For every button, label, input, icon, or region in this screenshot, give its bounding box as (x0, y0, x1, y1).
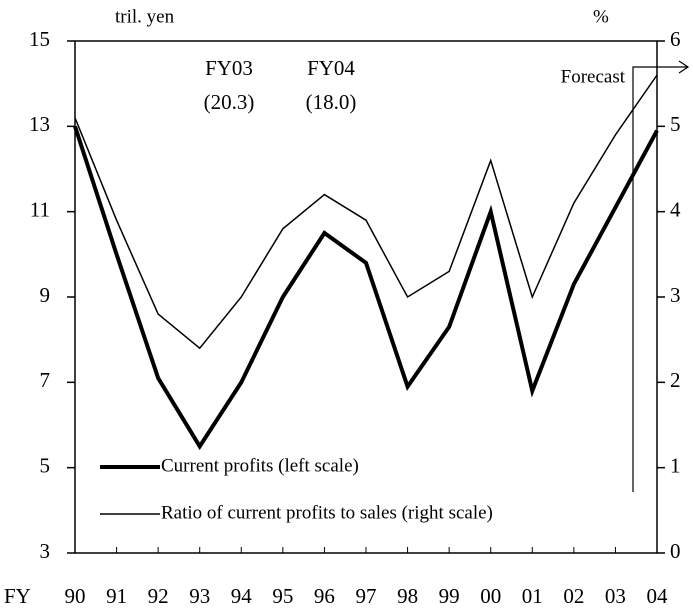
x-tick-label: 97 (356, 584, 377, 608)
y2-tick-label: 3 (670, 283, 681, 307)
x-axis-label: FY (4, 584, 31, 608)
y-tick-label: 9 (40, 283, 51, 307)
series-line (74, 74, 658, 350)
annotation: (18.0) (306, 90, 357, 114)
annotation: FY04 (307, 56, 355, 80)
x-tick-label: 91 (106, 584, 127, 608)
y-tick-label: 7 (40, 368, 51, 392)
forecast-label: Forecast (561, 66, 626, 87)
x-tick-label: 03 (605, 584, 626, 608)
y2-tick-label: 6 (670, 27, 681, 51)
forecast-arrow (632, 60, 690, 492)
y2-tick-label: 5 (670, 112, 681, 136)
y2-tick-label: 0 (670, 539, 681, 563)
x-tick-label: 98 (397, 584, 418, 608)
annotation: (20.3) (204, 90, 255, 114)
annotation: FY03 (205, 56, 253, 80)
legend-label: Current profits (left scale) (161, 455, 359, 476)
y-tick-label: 5 (40, 453, 51, 477)
legend-label: Ratio of current profits to sales (right… (161, 502, 493, 523)
x-tick-label: 90 (65, 584, 86, 608)
x-tick-label: 99 (439, 584, 460, 608)
x-tick-label: 96 (314, 584, 335, 608)
y-tick-label: 15 (29, 27, 50, 51)
x-tick-label: 04 (647, 584, 669, 608)
y2-axis-label: % (593, 6, 609, 27)
x-tick-label: 93 (189, 584, 210, 608)
y-tick-label: 11 (30, 197, 50, 221)
series-line (73, 125, 659, 451)
y-tick-label: 3 (40, 539, 51, 563)
x-tick-label: 02 (563, 584, 584, 608)
y2-tick-label: 1 (670, 453, 681, 477)
x-tick-label: 95 (272, 584, 293, 608)
x-tick-label: 94 (231, 584, 253, 608)
y-tick-label: 13 (29, 112, 50, 136)
y2-tick-label: 2 (670, 368, 681, 392)
y2-tick-label: 4 (670, 197, 681, 221)
x-tick-label: 92 (148, 584, 169, 608)
y-axis-label: tril. yen (115, 6, 175, 27)
x-tick-label: 00 (480, 584, 501, 608)
x-tick-label: 01 (522, 584, 543, 608)
